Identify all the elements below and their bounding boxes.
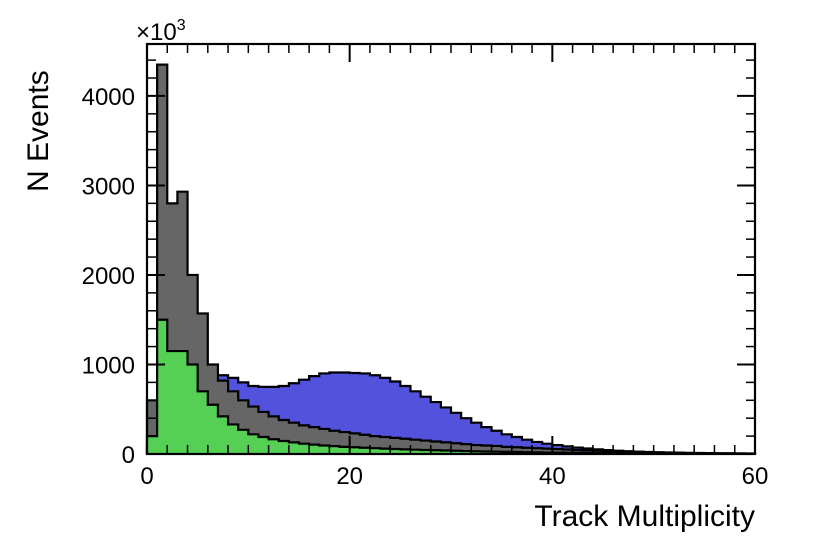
histogram-bar	[156, 319, 168, 455]
histogram-bar	[288, 442, 300, 455]
histogram-bar	[298, 443, 310, 455]
histogram-bar	[146, 435, 158, 455]
y-multiplier-base: ×10	[136, 19, 177, 46]
histogram-outline	[145, 63, 757, 455]
histogram-bar	[177, 350, 188, 455]
histogram-bar	[308, 444, 320, 455]
histogram-bar	[187, 364, 198, 455]
y-tick-label: 1000	[82, 352, 135, 379]
y-axis-title: N Events	[22, 70, 55, 192]
histogram-bar	[268, 438, 279, 455]
y-tick-label: 4000	[82, 84, 135, 111]
histogram-bar	[197, 391, 209, 455]
histogram-bar	[167, 350, 178, 455]
x-axis-title: Track Multiplicity	[534, 500, 755, 533]
y-tick-label: 0	[122, 442, 135, 469]
y-tick-label: 2000	[82, 263, 135, 290]
histogram-bar	[319, 445, 330, 455]
histogram-bar	[248, 434, 259, 455]
y-multiplier: ×103	[136, 17, 186, 46]
x-tick-label: 40	[539, 463, 566, 490]
x-tick-label: 0	[140, 463, 153, 490]
histogram-bar	[278, 440, 290, 455]
histogram-bar	[237, 429, 249, 455]
y-tick-label: 3000	[82, 173, 135, 200]
histogram-bar	[207, 404, 219, 455]
histogram-bar	[329, 445, 340, 455]
histogram-bar	[227, 424, 239, 455]
y-multiplier-exponent: 3	[177, 17, 186, 34]
x-tick-label: 20	[336, 463, 363, 490]
x-tick-label: 60	[742, 463, 769, 490]
histogram-bar	[258, 436, 269, 455]
histogram-bar	[217, 416, 229, 455]
